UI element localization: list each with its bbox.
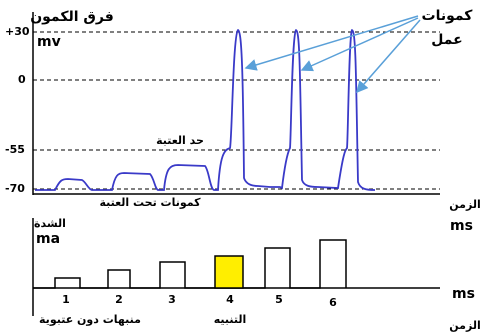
axis-unit: ms [450, 218, 473, 234]
pulse-label: 5 [275, 293, 283, 306]
annotation: عمل [431, 32, 462, 48]
stimulus-pulse [214, 255, 244, 289]
pulse-label: 3 [168, 293, 176, 306]
annotation: حد العتبة [156, 134, 204, 147]
axis-unit: ma [36, 231, 60, 247]
arrow [356, 19, 421, 94]
arrow [300, 17, 419, 72]
axis-unit: ms [452, 286, 475, 302]
annotation: كمونات تحت العتبة [99, 196, 201, 209]
axis-title: الشدة [34, 217, 66, 230]
pulse-label: 1 [62, 293, 70, 306]
pulse-label: 4 [226, 293, 234, 306]
axis-title: الزمن [449, 198, 480, 211]
tick-label: -70 [5, 182, 25, 195]
stimulus-trace [33, 239, 347, 289]
arrow [244, 15, 419, 71]
axis-title: فرق الكمون [30, 9, 114, 25]
pulse-label: 2 [115, 293, 123, 306]
tick-label: +30 [5, 25, 30, 38]
annotation: كمونات [422, 8, 474, 24]
tick-label: -55 [5, 143, 25, 156]
annotation: منبهات دون عتبوية [39, 313, 141, 326]
tick-label: 0 [18, 73, 26, 86]
annotation: التنبيه [214, 313, 247, 326]
pulse-label: 6 [329, 296, 337, 309]
axis-title: الزمن [449, 319, 480, 332]
axis-unit: mv [37, 34, 61, 50]
membrane-trace [35, 29, 376, 191]
